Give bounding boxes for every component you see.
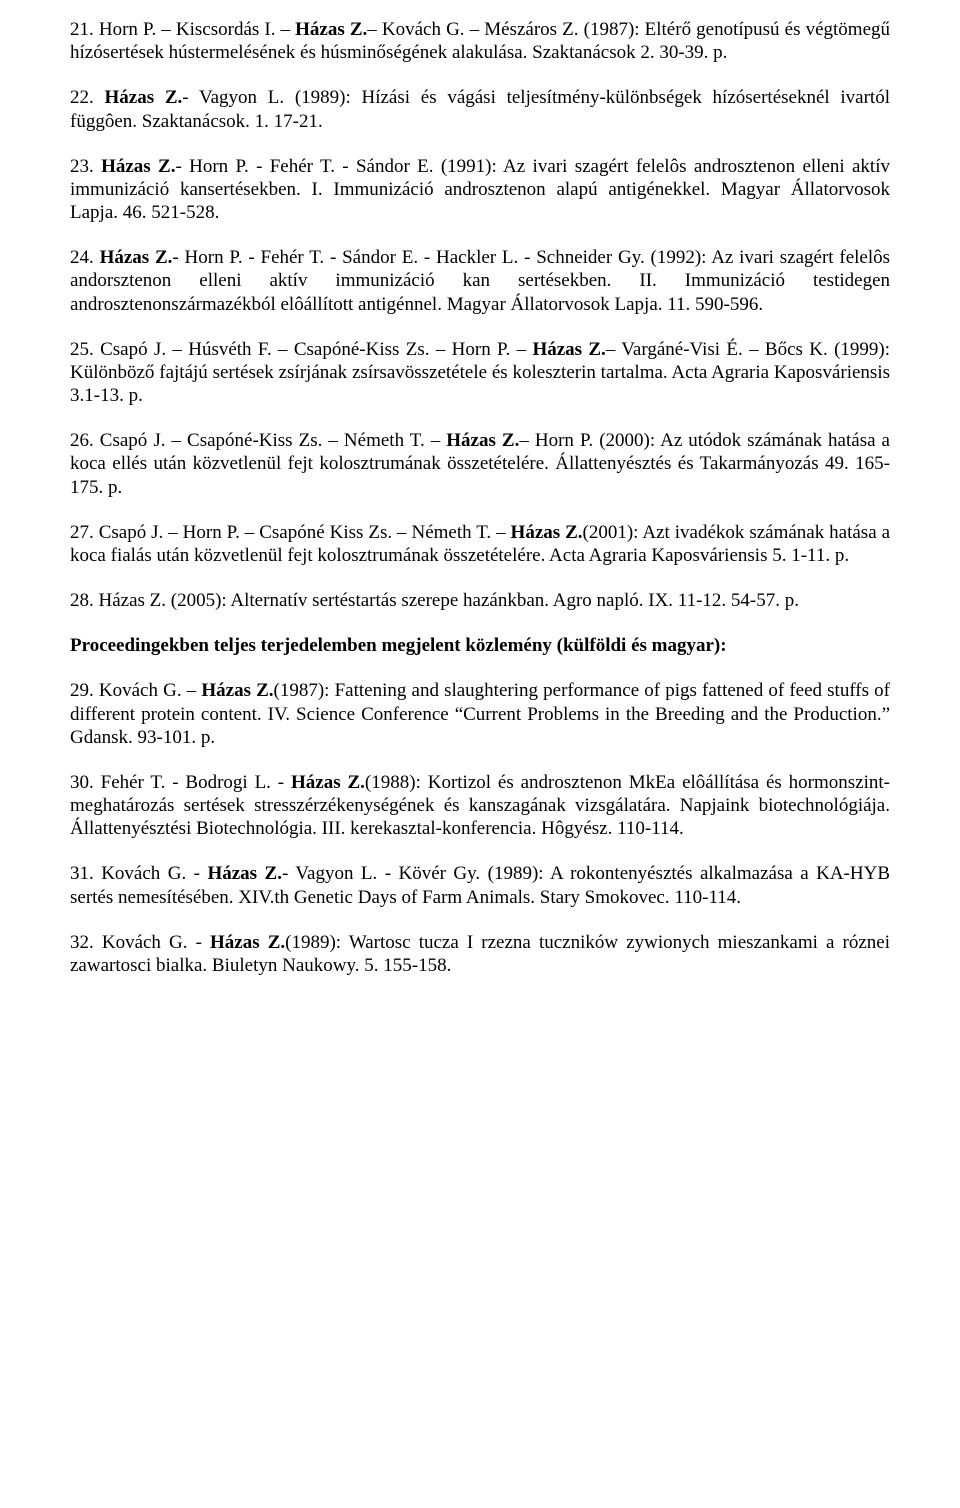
ref-num: 26. — [70, 430, 94, 451]
reference-32: 32. Kovách G. - Házas Z.(1989): Wartosc … — [70, 931, 890, 977]
reference-30: 30. Fehér T. - Bodrogi L. - Házas Z.(198… — [70, 771, 890, 841]
ref-num: 32. — [70, 932, 94, 953]
reference-21: 21. Horn P. – Kiscsordás I. – Házas Z.– … — [70, 18, 890, 64]
ref-num: 25. — [70, 339, 94, 360]
reference-28: 28. Házas Z. (2005): Alternatív sertésta… — [70, 589, 890, 612]
ref-num: 27. — [70, 522, 94, 543]
ref-bold: Házas Z. — [511, 522, 583, 543]
ref-post: - Horn P. - Fehér T. - Sándor E. - Hackl… — [70, 247, 890, 314]
ref-num: 31. — [70, 863, 94, 884]
reference-29: 29. Kovách G. – Házas Z.(1987): Fattenin… — [70, 679, 890, 749]
ref-pre: Fehér T. - Bodrogi L. - — [94, 772, 291, 793]
ref-pre: Kovách G. – — [94, 680, 202, 701]
reference-24: 24. Házas Z.- Horn P. - Fehér T. - Sándo… — [70, 246, 890, 316]
ref-num: 23. — [70, 156, 94, 177]
ref-bold: Házas Z. — [104, 87, 182, 108]
ref-pre: Csapó J. – Csapóné-Kiss Zs. – Németh T. … — [94, 430, 447, 451]
ref-bold: Házas Z. — [446, 430, 519, 451]
ref-pre: Kovách G. - — [94, 863, 208, 884]
ref-num: 24. — [70, 247, 94, 268]
section-heading: Proceedingekben teljes terjedelemben meg… — [70, 634, 890, 657]
reference-23: 23. Házas Z.- Horn P. - Fehér T. - Sándo… — [70, 155, 890, 225]
ref-bold: Házas Z. — [101, 156, 175, 177]
ref-pre: Csapó J. – Horn P. – Csapóné Kiss Zs. – … — [94, 522, 511, 543]
reference-22: 22. Házas Z.- Vagyon L. (1989): Hízási é… — [70, 86, 890, 132]
ref-bold: Házas Z. — [201, 680, 273, 701]
reference-27: 27. Csapó J. – Horn P. – Csapóné Kiss Zs… — [70, 521, 890, 567]
ref-pre: Horn P. – Kiscsordás I. – — [94, 19, 295, 40]
ref-post: - Horn P. - Fehér T. - Sándor E. (1991):… — [70, 156, 890, 223]
ref-pre: Kovách G. - — [94, 932, 210, 953]
ref-bold: Házas Z. — [100, 247, 173, 268]
ref-pre: Csapó J. – Húsvéth F. – Csapóné-Kiss Zs.… — [94, 339, 533, 360]
ref-num: 30. — [70, 772, 94, 793]
ref-pre — [94, 87, 105, 108]
ref-bold: Házas Z. — [210, 932, 285, 953]
ref-num: 22. — [70, 87, 94, 108]
reference-31: 31. Kovách G. - Házas Z.- Vagyon L. - Kö… — [70, 862, 890, 908]
ref-bold: Házas Z. — [532, 339, 605, 360]
ref-pre: Házas Z. (2005): Alternatív sertéstartás… — [94, 590, 799, 611]
reference-25: 25. Csapó J. – Húsvéth F. – Csapóné-Kiss… — [70, 338, 890, 408]
ref-num: 21. — [70, 19, 94, 40]
ref-post: - Vagyon L. (1989): Hízási és vágási tel… — [70, 87, 890, 131]
ref-num: 29. — [70, 680, 94, 701]
ref-pre — [94, 156, 101, 177]
ref-num: 28. — [70, 590, 94, 611]
ref-bold: Házas Z. — [291, 772, 365, 793]
ref-bold: Házas Z. — [207, 863, 281, 884]
ref-bold: Házas Z. — [295, 19, 367, 40]
document-page: 21. Horn P. – Kiscsordás I. – Házas Z.– … — [0, 0, 960, 1508]
reference-26: 26. Csapó J. – Csapóné-Kiss Zs. – Németh… — [70, 429, 890, 499]
